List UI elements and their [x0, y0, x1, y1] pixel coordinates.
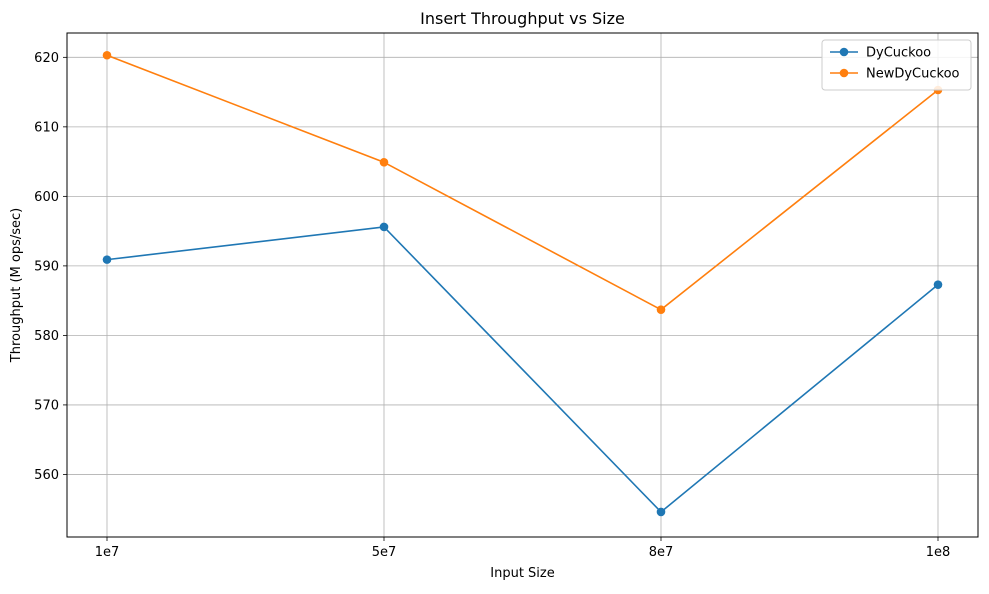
x-tick-label: 8e7: [649, 545, 674, 560]
y-tick-label: 570: [34, 398, 59, 413]
x-tick-label: 1e8: [926, 545, 951, 560]
x-tick-label: 1e7: [95, 545, 120, 560]
x-axis-label: Input Size: [490, 566, 554, 581]
legend-box: [821, 39, 972, 91]
legend-label-dycuckoo: DyCuckoo: [866, 46, 931, 61]
y-tick-label: 590: [34, 259, 59, 274]
series-layer: [102, 50, 943, 517]
series-line-dycuckoo: [106, 226, 939, 514]
legend: DyCuckoo NewDyCuckoo: [821, 39, 972, 91]
y-tick-label: 620: [34, 51, 59, 66]
data-point-newdycuckoo: [102, 50, 112, 60]
legend-label-newdycuckoo: NewDyCuckoo: [866, 67, 960, 82]
legend-marker-dycuckoo: [839, 47, 849, 57]
data-point-newdycuckoo: [656, 305, 666, 314]
y-tick-label: 600: [34, 190, 59, 205]
legend-marker-newdycuckoo: [839, 68, 849, 78]
chart-title: Insert Throughput vs Size: [420, 9, 625, 28]
data-point-dycuckoo: [933, 280, 943, 289]
tick-layer: 1e7 5e7 8e7 1e8 560 570 580 590 600 610 620: [34, 51, 950, 560]
data-point-dycuckoo: [656, 507, 666, 517]
y-tick-label: 580: [34, 329, 59, 344]
plot-frame: [66, 32, 979, 538]
y-axis-label: Throughput (M ops/sec): [9, 208, 24, 363]
y-tick-label: 560: [34, 468, 59, 483]
data-point-dycuckoo: [379, 222, 389, 232]
y-tick-label: 610: [34, 120, 59, 135]
data-point-newdycuckoo: [379, 158, 389, 167]
series-line-newdycuckoo: [106, 54, 939, 311]
x-tick-label: 5e7: [372, 545, 397, 560]
data-point-dycuckoo: [102, 255, 112, 264]
